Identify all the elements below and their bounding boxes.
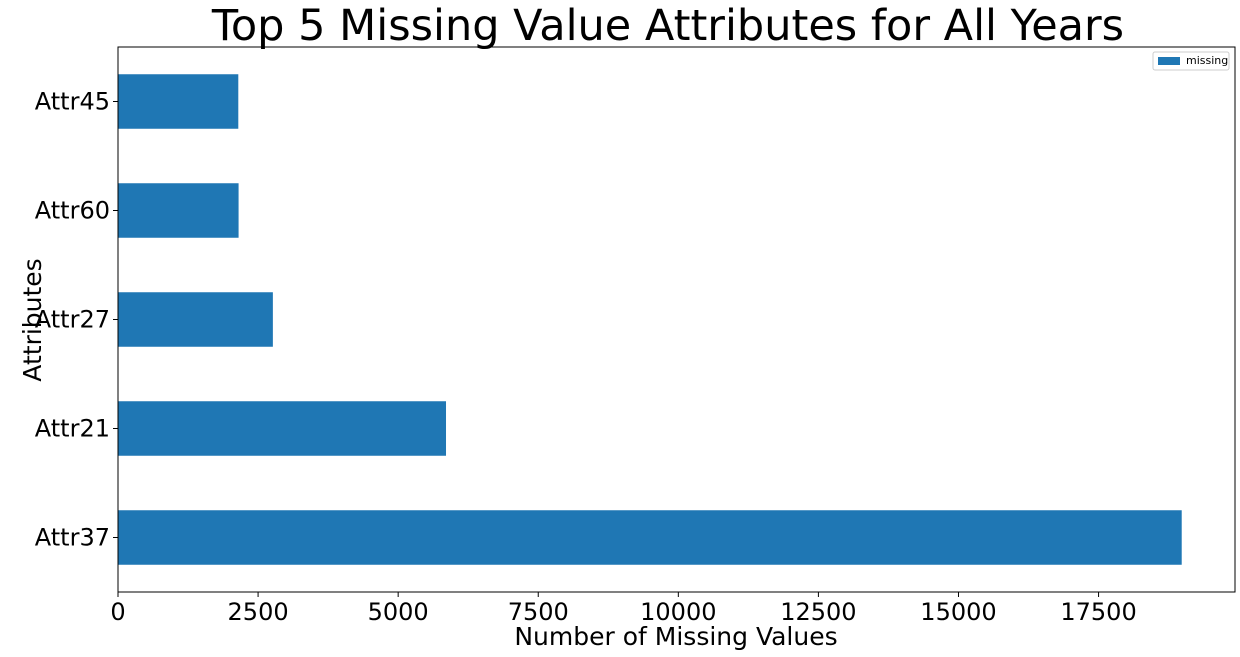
x-tick-label: 0 [110, 598, 125, 626]
legend-swatch [1158, 57, 1180, 65]
y-tick-label: Attr37 [35, 524, 110, 552]
y-tick-label: Attr21 [35, 415, 110, 443]
y-tick-label: Attr45 [35, 88, 110, 116]
x-axis-label: Number of Missing Values [514, 622, 837, 651]
bar-attr27 [118, 292, 273, 347]
y-tick-label: Attr60 [35, 197, 110, 225]
legend: missing [1152, 51, 1230, 71]
x-ticks: 0 2500 5000 7500 10000 12500 15000 17500 [110, 592, 1137, 626]
bar-attr60 [118, 183, 239, 238]
y-ticks: Attr37 Attr21 Attr27 Attr60 Attr45 [35, 88, 118, 552]
bar-attr37 [118, 510, 1182, 565]
x-tick-label: 10000 [640, 598, 716, 626]
x-tick-label: 7500 [508, 598, 569, 626]
legend-label: missing [1186, 54, 1228, 67]
y-tick-label: Attr27 [35, 306, 110, 334]
x-tick-label: 2500 [228, 598, 289, 626]
y-axis-label: Attributes [18, 258, 47, 381]
bars-group [118, 74, 1182, 565]
legend-box [1152, 51, 1230, 71]
bar-attr21 [118, 401, 447, 456]
plot-frame [117, 46, 1236, 593]
plot-area [118, 47, 1235, 592]
chart-title: Top 5 Missing Value Attributes for All Y… [211, 1, 1124, 51]
x-tick-label: 12500 [780, 598, 856, 626]
x-tick-label: 15000 [920, 598, 996, 626]
bar-attr45 [118, 74, 239, 129]
x-tick-label: 17500 [1060, 598, 1136, 626]
x-tick-label: 5000 [368, 598, 429, 626]
